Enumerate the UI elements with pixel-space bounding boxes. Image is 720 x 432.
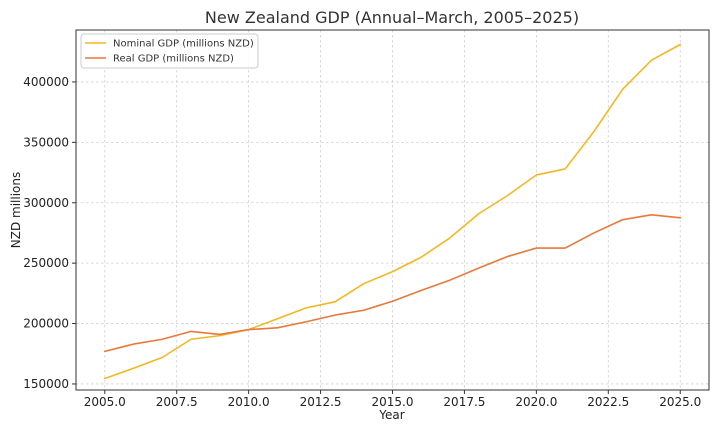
legend-box xyxy=(80,33,259,69)
y-tick-label: 350000 xyxy=(23,135,69,149)
data-point xyxy=(449,279,451,281)
data-point xyxy=(679,43,681,45)
data-point xyxy=(621,218,623,220)
y-tick-label: 150000 xyxy=(23,377,69,391)
data-point xyxy=(420,289,422,291)
data-point xyxy=(506,194,508,196)
data-point xyxy=(420,256,422,258)
data-point xyxy=(219,333,221,335)
x-tick-label: 2010.0 xyxy=(228,395,270,409)
axis-ticks: 2005.0 2007.5 2010.0 2012.5 2015.0 2017.5 2020… xyxy=(23,75,701,409)
data-point xyxy=(593,232,595,234)
data-point xyxy=(190,338,192,340)
x-tick-label: 2022.5 xyxy=(587,395,629,409)
data-point xyxy=(564,247,566,249)
series-line-nominal-gdp xyxy=(103,43,682,380)
gridlines xyxy=(76,30,709,390)
data-point xyxy=(478,212,480,214)
x-tick-label: 2005.0 xyxy=(84,395,126,409)
data-point xyxy=(363,309,365,311)
y-tick-label: 300000 xyxy=(23,196,69,210)
data-point xyxy=(305,307,307,309)
data-point xyxy=(276,318,278,320)
data-point xyxy=(679,217,681,219)
series-line-real-gdp xyxy=(103,214,682,353)
chart-title: New Zealand GDP (Annual–March, 2005–2025… xyxy=(205,8,579,27)
data-point xyxy=(391,270,393,272)
data-point xyxy=(132,367,134,369)
data-point xyxy=(650,59,652,61)
data-point xyxy=(305,321,307,323)
data-point xyxy=(593,130,595,132)
data-point xyxy=(334,314,336,316)
x-tick-label: 2025.0 xyxy=(659,395,701,409)
data-point xyxy=(650,214,652,216)
data-point xyxy=(363,282,365,284)
x-tick-label: 2017.5 xyxy=(443,395,485,409)
data-point xyxy=(104,377,106,379)
legend-label-real: Real GDP (millions NZD) xyxy=(113,54,234,65)
data-point xyxy=(506,255,508,257)
data-point xyxy=(391,300,393,302)
y-tick-label: 200000 xyxy=(23,317,69,331)
y-axis-title: NZD millions xyxy=(9,172,23,248)
data-point xyxy=(276,327,278,329)
legend-label-nominal: Nominal GDP (millions NZD) xyxy=(113,39,254,50)
x-tick-label: 2015.0 xyxy=(372,395,414,409)
data-point xyxy=(478,267,480,269)
data-point xyxy=(535,247,537,249)
y-tick-label: 400000 xyxy=(23,75,69,89)
x-tick-label: 2007.5 xyxy=(156,395,198,409)
data-point xyxy=(247,328,249,330)
data-point xyxy=(449,237,451,239)
data-point xyxy=(161,356,163,358)
data-point xyxy=(621,88,623,90)
data-point xyxy=(161,338,163,340)
x-axis-title: Year xyxy=(378,408,404,422)
y-tick-label: 250000 xyxy=(23,256,69,270)
series-lines xyxy=(103,43,682,380)
legend: Nominal GDP (millions NZD) Real GDP (mil… xyxy=(80,33,259,69)
data-point xyxy=(564,168,566,170)
x-tick-label: 2020.0 xyxy=(515,395,557,409)
data-point xyxy=(132,343,134,345)
data-point xyxy=(334,301,336,303)
x-tick-label: 2012.5 xyxy=(300,395,342,409)
data-point xyxy=(104,350,106,352)
data-point xyxy=(190,330,192,332)
data-point xyxy=(535,174,537,176)
